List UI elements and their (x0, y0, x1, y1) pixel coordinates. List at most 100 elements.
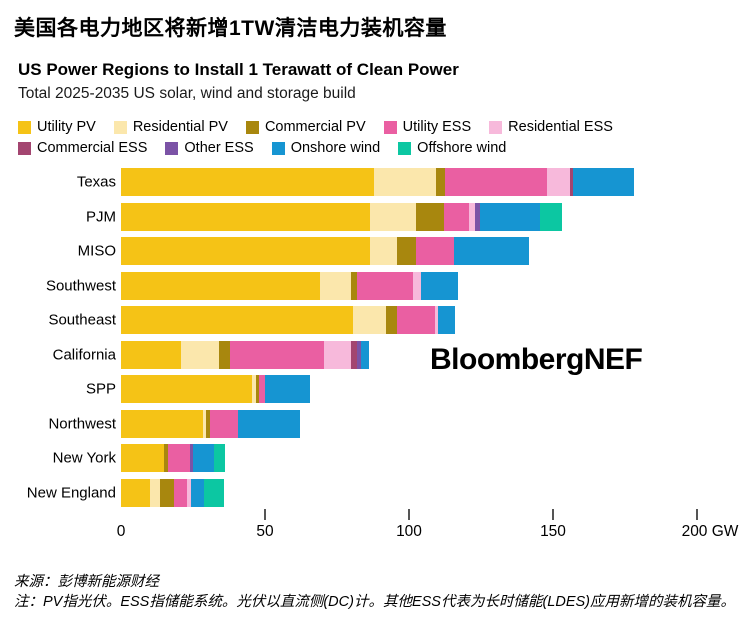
category-label: PJM (86, 208, 116, 225)
x-axis-tick (408, 509, 410, 520)
x-axis-label: 50 (256, 523, 274, 540)
bar-segment-commercial-pv (416, 202, 444, 231)
legend: Utility PV Residential PV Commercial PV Uti… (18, 119, 648, 156)
chart-subtitle: Total 2025-2035 US solar, wind and stora… (18, 85, 356, 102)
legend-swatch-icon (398, 141, 412, 155)
bar-segment-commercial-pv (385, 306, 398, 334)
bar-segment-residential-ess (547, 168, 571, 196)
bar-segment-onshore-wind (190, 478, 204, 507)
bar-segment-utility-ess (416, 237, 454, 265)
legend-label: Commercial PV (264, 119, 366, 135)
page-title-chinese: 美国各电力地区将新增1TW清洁电力装机容量 (14, 17, 447, 40)
note-text: 注：PV指光伏。ESS指储能系统。光伏以直流侧(DC)计。其他ESS代表为长时储… (14, 594, 736, 610)
bar-segment-offshore-wind (203, 478, 224, 507)
bar-segment-commercial-pv (436, 168, 445, 196)
category-label: Southeast (48, 311, 116, 329)
bar-segment-commercial-pv (159, 478, 175, 507)
bar-row: Southwest (0, 271, 750, 300)
category-label: Northwest (48, 415, 116, 432)
bar-segment-utility-pv (121, 237, 371, 265)
bar-segment-commercial-ess (351, 340, 358, 369)
legend-item-offshore-wind: Offshore wind (398, 140, 506, 156)
bar-segment-residential-ess (413, 271, 421, 300)
bar-segment-utility-ess (259, 375, 265, 403)
legend-swatch-icon (271, 141, 285, 155)
bar-segment-residential-pv (374, 168, 437, 196)
bar-segment-other-ess (357, 340, 362, 369)
x-axis-label: 200 GW (681, 523, 739, 540)
legend-swatch-icon (383, 120, 397, 134)
legend-item-onshore-wind: Onshore wind (271, 140, 381, 156)
category-label: Southwest (45, 277, 116, 294)
bar-segment-residential-ess (469, 202, 476, 231)
bar-row: MISO (0, 237, 750, 265)
bar-segment-residential-ess (434, 306, 438, 334)
bar-segment-offshore-wind (540, 202, 562, 231)
bar-segment-utility-pv (121, 444, 165, 472)
bar-segment-residential-pv (319, 271, 352, 300)
bar-row: SPP (0, 375, 750, 403)
bar-segment-residential-pv (181, 340, 219, 369)
bar-segment-utility-ess (167, 444, 190, 472)
legend-label: Utility ESS (402, 119, 472, 135)
bar-segment-residential-pv (370, 202, 417, 231)
x-axis-label: 100 (396, 523, 422, 540)
bar-segment-onshore-wind (573, 168, 634, 196)
category-label: Texas (76, 173, 116, 191)
legend-item-other-ess: Other ESS (165, 140, 254, 156)
legend-label: Onshore wind (290, 140, 381, 156)
x-axis-label: 0 (116, 523, 126, 540)
legend-label: Utility PV (37, 119, 96, 135)
bar-segment-other-ess (475, 202, 480, 231)
bar-row: New England (0, 478, 750, 507)
category-label: New England (26, 484, 116, 501)
legend-swatch-icon (18, 141, 31, 155)
legend-label: Commercial ESS (37, 140, 148, 156)
bar-segment-commercial-pv (351, 271, 358, 300)
bar-segment-commercial-ess (570, 168, 574, 196)
bloombergnef-watermark: BloombergNEF (430, 343, 643, 376)
bar-segment-onshore-wind (453, 237, 529, 265)
bar-segment-other-ess (189, 444, 193, 472)
legend-label: Offshore wind (417, 140, 507, 156)
x-axis-label: 150 (540, 523, 566, 540)
category-label: New York (52, 449, 116, 467)
bar-segment-residential-pv (370, 237, 398, 265)
legend-item-utility-pv: Utility PV (18, 119, 96, 135)
bar-segment-commercial-pv (205, 409, 211, 438)
bar-segment-onshore-wind (437, 306, 456, 334)
bar-segment-offshore-wind (213, 444, 225, 472)
bar-row: PJM (0, 202, 750, 231)
bar-segment-utility-pv (121, 306, 353, 334)
category-label: SPP (85, 380, 116, 398)
bar-segment-utility-pv (121, 478, 150, 507)
bar-segment-commercial-pv (256, 375, 260, 403)
x-axis-tick (696, 509, 698, 520)
legend-item-commercial-pv: Commercial PV (245, 119, 366, 135)
bar-segment-utility-ess (230, 340, 325, 369)
bar-segment-residential-pv (252, 375, 257, 403)
bar-segment-onshore-wind (192, 444, 214, 472)
bar-segment-utility-pv (121, 202, 371, 231)
bar-segment-residential-pv (203, 409, 206, 438)
bar-segment-utility-ess (174, 478, 188, 507)
bar-segment-utility-ess (397, 306, 435, 334)
chart-title: US Power Regions to Install 1 Terawatt o… (18, 60, 459, 79)
legend-item-residential-ess: Residential ESS (489, 119, 613, 135)
bar-segment-utility-pv (121, 168, 375, 196)
x-axis-tick (264, 509, 266, 520)
bar-segment-utility-ess (443, 202, 470, 231)
legend-swatch-icon (113, 120, 127, 134)
bar-segment-utility-pv (121, 409, 204, 438)
source-text: 来源：彭博新能源财经 (14, 574, 159, 590)
bar-segment-onshore-wind (265, 375, 310, 403)
legend-swatch-icon (18, 120, 31, 134)
bar-segment-utility-ess (357, 271, 414, 300)
legend-label: Residential ESS (508, 119, 613, 135)
bar-segment-commercial-pv (218, 340, 231, 369)
bar-segment-onshore-wind (361, 340, 369, 369)
category-label: MISO (77, 242, 116, 260)
bar-segment-commercial-pv (164, 444, 168, 472)
